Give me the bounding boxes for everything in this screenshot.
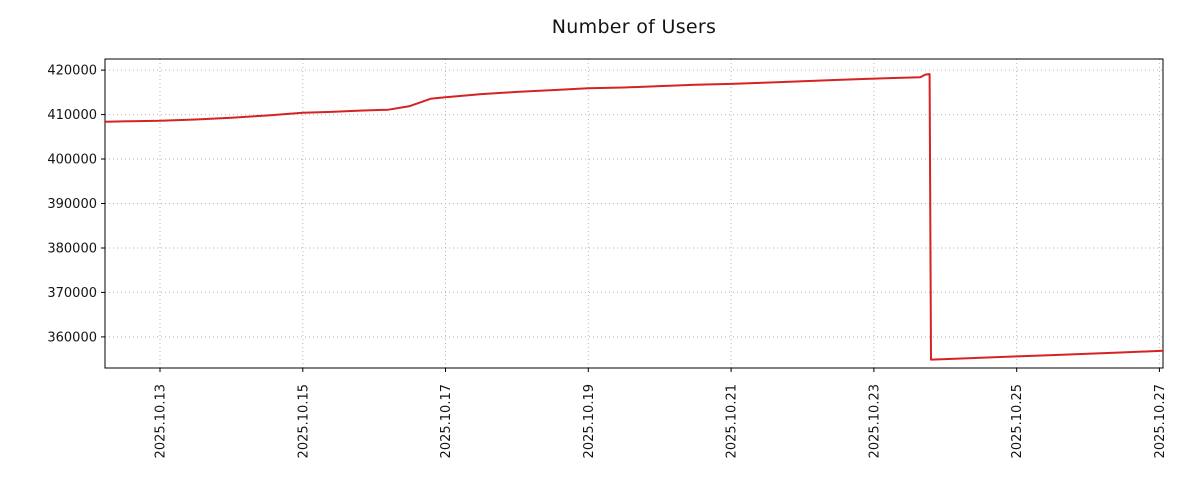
y-tick-label: 390000: [47, 197, 97, 212]
y-tick-label: 410000: [47, 108, 97, 123]
x-tick-label: 2025.10.13: [154, 384, 169, 458]
y-tick-label: 360000: [47, 330, 97, 345]
x-tick-label: 2025.10.17: [439, 384, 454, 458]
data-series-line: [104, 73, 1164, 361]
y-tick-label: 400000: [47, 153, 97, 168]
x-tick-label: 2025.10.25: [1010, 384, 1025, 458]
plot-border: [104, 58, 1164, 369]
y-tick-label: 380000: [47, 242, 97, 257]
y-tick-label: 370000: [47, 286, 97, 301]
x-tick-label: 2025.10.19: [582, 384, 597, 458]
x-tick-label: 2025.10.27: [1153, 384, 1168, 458]
y-tick-label: 420000: [47, 64, 97, 79]
x-tick-label: 2025.10.23: [867, 384, 882, 458]
chart-title: Number of Users: [551, 16, 717, 38]
x-tick-label: 2025.10.15: [296, 384, 311, 458]
x-tick-label: 2025.10.21: [725, 384, 740, 458]
